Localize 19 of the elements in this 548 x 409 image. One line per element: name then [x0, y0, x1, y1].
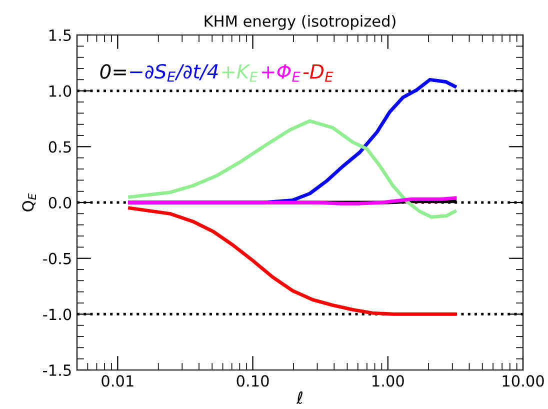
- x-axis-title: ℓ: [296, 391, 302, 404]
- chart-title: KHM energy (isotropized): [204, 15, 396, 30]
- y-tick-label: 0.5: [48, 141, 71, 153]
- y-tick-label: 1.5: [50, 30, 71, 42]
- x-tick-label: 1.00: [372, 375, 404, 387]
- x-tick-label: 10.00: [502, 375, 544, 387]
- y-tick-label: -0.5: [43, 252, 71, 264]
- text: −∂S$_{E}$/∂t/4: [130, 64, 218, 82]
- x-tick-label: 0.10: [236, 375, 269, 387]
- annotation: 0=: [100, 64, 126, 79]
- text: +Φ$_{E}$: [262, 64, 300, 82]
- x-tick-label: 0.01: [102, 375, 134, 387]
- y-tick-label: -1.5: [43, 364, 71, 376]
- y-tick-label: 1.0: [50, 85, 72, 97]
- y-tick-label: 0.0: [48, 196, 72, 209]
- text: +K$_{E}$: [222, 64, 258, 82]
- y-axis-title: Q$_{E}$: [22, 193, 36, 212]
- text: -D$_{E}$: [303, 64, 334, 82]
- y-tick-label: -1.0: [43, 308, 72, 320]
